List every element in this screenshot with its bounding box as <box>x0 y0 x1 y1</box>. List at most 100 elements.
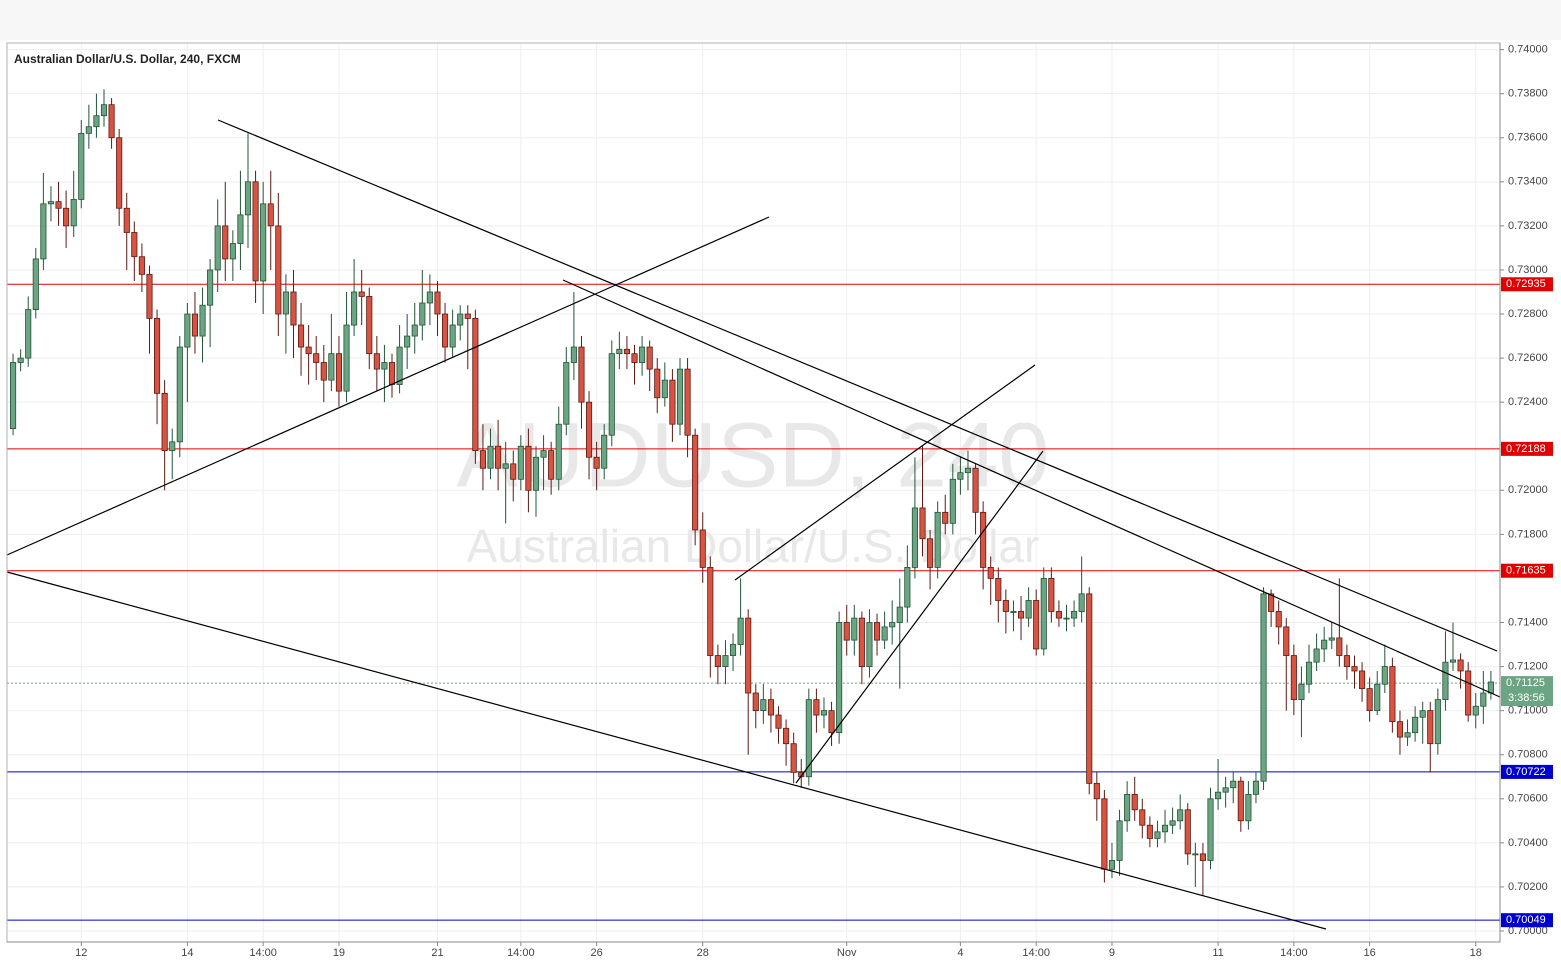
watermark-subtitle: Australian Dollar/U.S. Dollar <box>467 520 1040 572</box>
candle-body <box>25 309 32 359</box>
candle-body <box>578 346 585 403</box>
candle-body <box>1086 593 1093 784</box>
candle-body <box>1078 593 1085 612</box>
candle-body <box>1101 798 1108 870</box>
y-tick-label: 0.71800 <box>1508 528 1548 540</box>
candle-body <box>783 727 790 745</box>
candle-body <box>388 362 396 385</box>
candle-body <box>616 348 623 355</box>
candle-body <box>873 622 881 641</box>
candle-body <box>1055 611 1062 619</box>
candle-body <box>722 655 729 667</box>
x-tick-label: 4 <box>957 947 963 959</box>
candle-body <box>1252 780 1260 795</box>
candle-body <box>207 269 214 306</box>
level-label-box <box>1501 764 1553 779</box>
candle-body <box>699 529 706 568</box>
candle-body <box>351 291 358 326</box>
candle-body <box>919 507 926 540</box>
candle-body <box>502 463 509 469</box>
x-tick-label: 14:00 <box>1280 947 1308 959</box>
candle-body <box>692 434 699 531</box>
candle-body <box>911 507 918 568</box>
candle-body <box>464 313 471 319</box>
candle-body <box>570 346 577 363</box>
candle-body <box>1124 793 1131 822</box>
candle-body <box>1366 688 1373 712</box>
level-label-box <box>1501 277 1553 292</box>
y-tick-label: 0.73400 <box>1508 176 1548 188</box>
candle-body <box>1161 824 1169 833</box>
candle-body <box>1268 593 1275 612</box>
trend-line <box>6 571 1327 930</box>
candle-body <box>1412 716 1419 734</box>
candle-body <box>593 456 600 469</box>
x-tick-label: Nov <box>837 947 857 959</box>
candle-body <box>449 324 456 348</box>
candle-body <box>1313 648 1320 663</box>
candle-body <box>1480 692 1487 707</box>
y-tick-label: 0.70200 <box>1508 881 1548 893</box>
candle-body <box>47 201 55 205</box>
candle-body <box>1260 593 1267 782</box>
candle-body <box>131 232 138 258</box>
candle-body <box>434 291 441 315</box>
candle-body <box>987 567 994 579</box>
candle-body <box>1283 626 1290 656</box>
candle-body <box>305 346 312 355</box>
candle-body <box>214 225 221 271</box>
candle-body <box>1169 820 1176 826</box>
candle-body <box>881 626 888 641</box>
candle-body <box>229 243 236 260</box>
y-tick-label: 0.71000 <box>1508 705 1548 717</box>
level-label-box <box>1501 441 1553 456</box>
x-tick-label: 19 <box>333 947 345 959</box>
axes: 0.74000 0.73800 0.73600 0.73400 0.73200 0.730… <box>75 44 1553 959</box>
candle-body <box>1025 600 1032 619</box>
x-tick-label: 26 <box>590 947 602 959</box>
candle-body <box>517 445 524 480</box>
current-price-box <box>1501 676 1553 707</box>
y-tick-label: 0.70600 <box>1508 793 1548 805</box>
candle-body <box>639 346 646 363</box>
x-tick-label: 16 <box>1364 947 1376 959</box>
candle-body <box>290 291 297 326</box>
x-tick-label: 9 <box>1109 947 1115 959</box>
candle-body <box>313 353 320 363</box>
candle-body <box>1033 600 1040 650</box>
candle-body <box>1457 659 1464 672</box>
candle-body <box>1116 820 1123 861</box>
candle-body <box>70 199 77 227</box>
y-tick-label: 0.74000 <box>1508 44 1548 56</box>
candle-body <box>957 472 964 480</box>
candle-body <box>608 353 615 436</box>
toolbar-strip <box>0 0 1561 40</box>
y-tick-label: 0.70000 <box>1508 925 1548 937</box>
candle-body <box>479 450 486 469</box>
candle-body <box>964 467 972 474</box>
candle-body <box>1108 860 1116 870</box>
candle-body <box>419 302 426 326</box>
candle-body <box>1131 793 1138 811</box>
y-tick-label: 0.71400 <box>1508 616 1548 628</box>
trend-line <box>734 364 1036 581</box>
candle-body <box>237 214 244 244</box>
candle-body <box>1177 809 1184 822</box>
candle-body <box>669 379 676 425</box>
candle-body <box>904 567 911 608</box>
candle-body <box>10 362 17 430</box>
candle-body <box>1290 655 1297 701</box>
candle-body <box>93 115 100 128</box>
y-tick-label: 0.72000 <box>1508 484 1548 496</box>
candle-body <box>55 201 62 209</box>
candle-body <box>275 225 282 315</box>
candle-body <box>1328 637 1335 641</box>
candle-body <box>585 401 593 458</box>
candle-body <box>1465 670 1472 716</box>
candle-body <box>525 445 532 491</box>
candle-body <box>790 743 797 773</box>
candle-body <box>601 434 608 469</box>
candle-body <box>396 346 403 385</box>
candle-body <box>1487 681 1494 694</box>
